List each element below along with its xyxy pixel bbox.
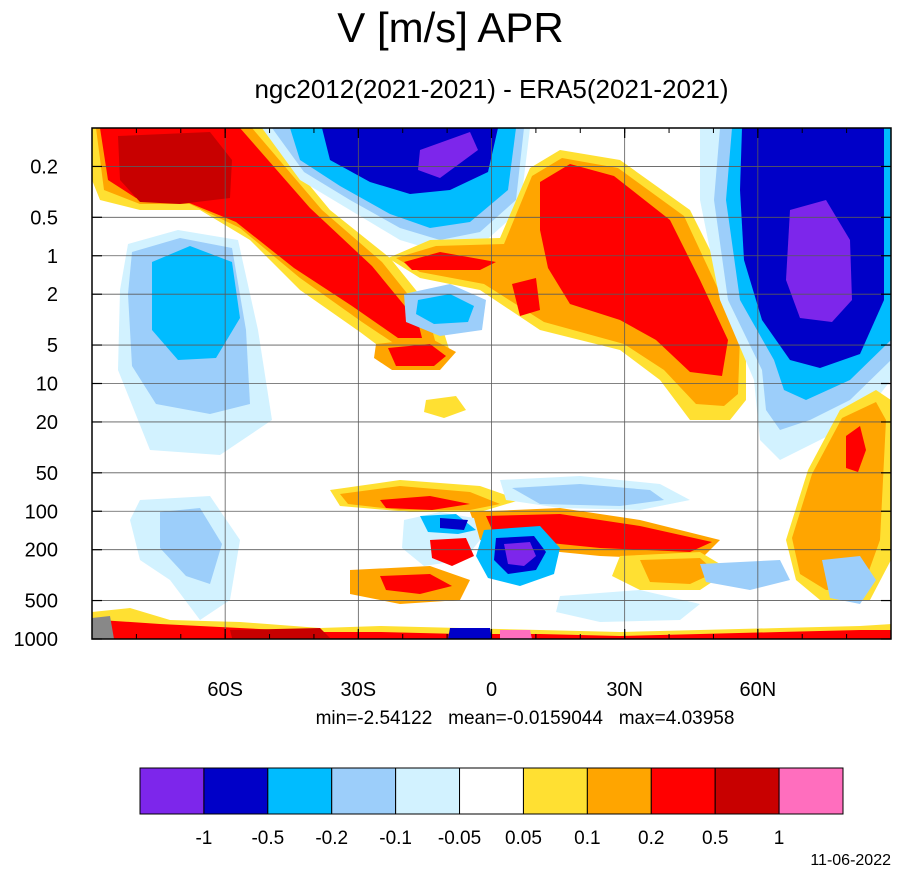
topography-mask — [92, 616, 114, 639]
colorbar-swatch — [331, 767, 397, 815]
colorbar-swatch — [778, 767, 844, 815]
y-axis: 0.2 0.5 1 2 5 10 20 50 100 200 500 1000 — [14, 156, 891, 651]
contour-lower-neg-band — [556, 590, 700, 622]
contour-nh-lower-neg-0.1 — [700, 560, 790, 590]
colorbar-swatch — [395, 767, 461, 815]
x-tick-label: 30S — [341, 679, 377, 701]
grid — [92, 128, 891, 640]
chart-title: V [m/s] APR — [337, 4, 564, 51]
x-tick-label: 0 — [486, 679, 497, 701]
colorbar-label: 0.05 — [505, 828, 542, 849]
contour-tropo-0.2 — [380, 496, 470, 510]
y-tick-label: 10 — [36, 374, 58, 396]
contour-arctic-0.2 — [846, 426, 866, 472]
contour-lower-pos-0.2 — [380, 574, 452, 594]
colorbar-label: 0.2 — [638, 828, 664, 849]
y-tick-label: 0.2 — [30, 156, 58, 178]
date-stamp: 11-06-2022 — [810, 852, 891, 869]
colorbar-label: 0.1 — [574, 828, 600, 849]
contour-sh-lower-0.1 — [160, 508, 222, 584]
colorbar-swatch — [203, 767, 269, 815]
contour-tropo-pos-0.2b — [486, 514, 712, 552]
y-tick-label: 1000 — [14, 629, 59, 651]
contour-sh-upper-0.5 — [118, 132, 232, 204]
contour-trop-mid-neg-0.2 — [416, 294, 474, 324]
colorbar-swatch — [650, 767, 716, 815]
contour-trop-lower-0.2 — [388, 344, 446, 366]
colorbar: -1 -0.5 -0.2 -0.1 -0.05 0.05 0.1 0.2 0.5 1 — [139, 767, 844, 849]
colorbar-swatch — [459, 767, 524, 815]
x-tick-label: 60N — [739, 679, 776, 701]
contour-surface-neg — [448, 628, 492, 639]
y-tick-label: 0.5 — [30, 207, 58, 229]
contour-arctic-lower-neg — [822, 556, 876, 604]
stats-line: min=-2.54122 mean=-0.0159044 max=4.03958 — [315, 708, 735, 729]
colorbar-swatch — [714, 767, 780, 815]
contour-surface-1 — [500, 630, 532, 639]
contour-nh-sub-0.2c — [512, 278, 540, 316]
y-tick-label: 200 — [25, 540, 58, 562]
y-tick-label: 20 — [36, 412, 58, 434]
contour-center-neg2-1 — [504, 542, 536, 566]
chart-subtitle: ngc2012(2021-2021) - ERA5(2021-2021) — [254, 74, 729, 104]
contour-blob-yellow-a — [424, 396, 466, 418]
contour-nh-sub-0.2a — [404, 252, 496, 270]
contour-surface-0.5 — [230, 628, 330, 638]
colorbar-label: 0.5 — [702, 828, 728, 849]
contour-sh-mid-neg-0.2 — [152, 246, 240, 360]
y-tick-label: 5 — [47, 335, 58, 357]
contour-center-pos-0.2 — [430, 538, 474, 566]
x-tick-label: 60S — [207, 679, 243, 701]
y-tick-label: 100 — [25, 501, 58, 523]
x-tick-label: 30N — [606, 679, 643, 701]
colorbar-label: -0.1 — [379, 828, 412, 849]
contour-nh-high-1 — [786, 200, 852, 322]
colorbar-swatch — [139, 767, 205, 815]
contour-field — [92, 128, 891, 639]
contour-center-neg-0.5 — [440, 518, 468, 530]
colorbar-label: -0.05 — [438, 828, 481, 849]
contour-nh-lower-0.1 — [640, 558, 716, 584]
y-tick-label: 1 — [47, 246, 58, 268]
colorbar-label: -0.2 — [315, 828, 348, 849]
colorbar-swatch — [586, 767, 652, 815]
colorbar-label: 1 — [774, 828, 785, 849]
y-tick-label: 500 — [25, 591, 58, 613]
colorbar-label: -1 — [195, 828, 212, 849]
colorbar-swatch — [522, 767, 588, 815]
colorbar-swatch — [267, 767, 333, 815]
colorbar-label: -0.5 — [251, 828, 284, 849]
y-tick-label: 2 — [47, 284, 58, 306]
contour-tropo-neg-0.1 — [512, 484, 664, 506]
y-tick-label: 50 — [36, 463, 58, 485]
x-axis: 60S 30S 0 30N 60N — [91, 128, 892, 701]
